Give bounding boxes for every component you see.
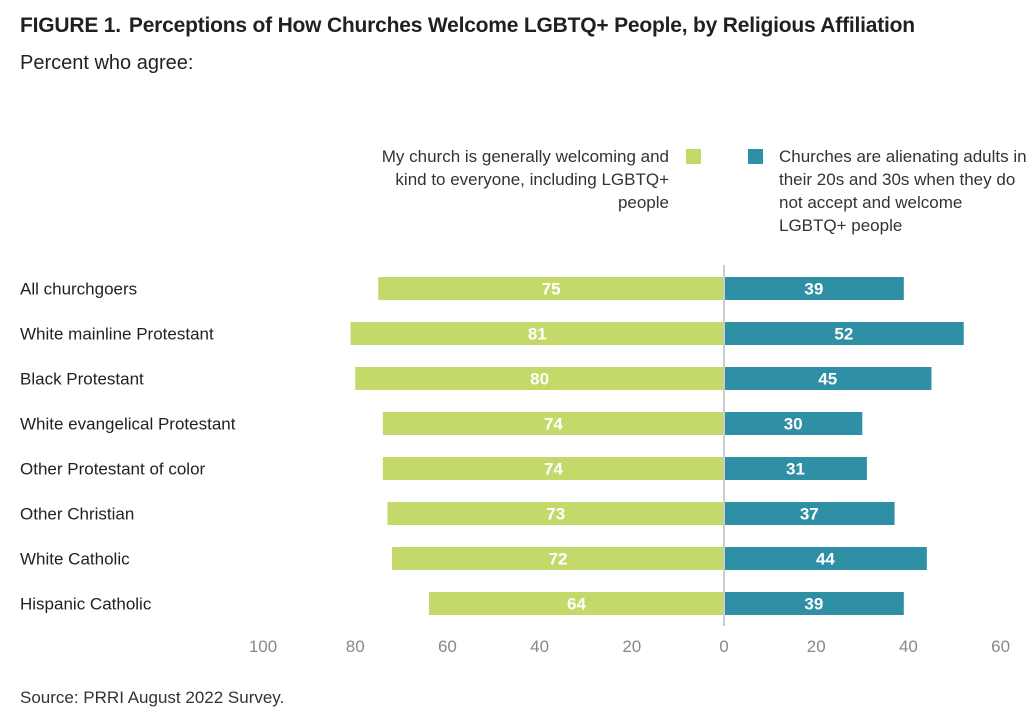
axis-tick-label: 40 (899, 637, 918, 656)
axis-tick-label: 20 (622, 637, 641, 656)
data-label-alienating: 30 (784, 415, 803, 434)
axis-tick-label: 60 (438, 637, 457, 656)
data-label-welcoming: 74 (544, 460, 563, 479)
axis-tick-label: 80 (346, 637, 365, 656)
data-label-alienating: 39 (804, 595, 823, 614)
category-label: White mainline Protestant (20, 325, 214, 344)
bar-welcoming (355, 367, 724, 390)
data-label-alienating: 39 (804, 280, 823, 299)
bar-welcoming (387, 502, 724, 525)
category-label: Other Christian (20, 505, 134, 524)
category-label: Hispanic Catholic (20, 595, 152, 614)
figure-number: FIGURE 1. (20, 14, 121, 37)
bar-alienating (724, 457, 867, 480)
source-note: Source: PRRI August 2022 Survey. (20, 688, 285, 707)
bar-welcoming (382, 457, 724, 480)
data-label-alienating: 52 (834, 325, 853, 344)
axis-tick-label: 40 (530, 637, 549, 656)
data-label-welcoming: 74 (544, 415, 563, 434)
bar-welcoming (378, 277, 724, 300)
figure-subtitle: Percent who agree: (20, 52, 194, 74)
legend-label-right: Churches are alienating adults in their … (779, 147, 1027, 235)
legend-label-left: My church is generally welcoming and kin… (381, 147, 669, 212)
data-label-alienating: 44 (816, 550, 835, 569)
bar-alienating (724, 592, 904, 615)
category-label: Other Protestant of color (20, 460, 206, 479)
bar-alienating (724, 547, 927, 570)
category-label: Black Protestant (20, 370, 144, 389)
data-label-welcoming: 80 (530, 370, 549, 389)
axis-tick-label: 100 (249, 637, 277, 656)
bar-welcoming (350, 322, 724, 345)
bar-alienating (724, 322, 964, 345)
figure-title-text: Perceptions of How Churches Welcome LGBT… (128, 14, 915, 37)
data-label-alienating: 31 (786, 460, 805, 479)
category-label: White evangelical Protestant (20, 415, 236, 434)
data-label-alienating: 45 (818, 370, 837, 389)
legend-swatch-left (686, 149, 701, 164)
data-label-welcoming: 73 (546, 505, 565, 524)
bar-welcoming (428, 592, 724, 615)
data-label-welcoming: 72 (549, 550, 568, 569)
bar-alienating (724, 277, 904, 300)
bar-alienating (724, 502, 895, 525)
data-label-alienating: 37 (800, 505, 819, 524)
figure-title: FIGURE 1. Perceptions of How Churches Wel… (20, 14, 915, 38)
bar-welcoming (382, 412, 724, 435)
bar-alienating (724, 412, 863, 435)
axis-tick-label: 20 (807, 637, 826, 656)
axis-tick-label: 0 (719, 637, 728, 656)
bar-welcoming (392, 547, 724, 570)
data-label-welcoming: 75 (542, 280, 561, 299)
bar-alienating (724, 367, 932, 390)
legend-swatch-right (748, 149, 763, 164)
axis-tick-label: 60 (991, 637, 1010, 656)
category-label: All churchgoers (20, 280, 137, 299)
category-label: White Catholic (20, 550, 130, 569)
data-label-welcoming: 64 (567, 595, 586, 614)
data-label-welcoming: 81 (528, 325, 547, 344)
